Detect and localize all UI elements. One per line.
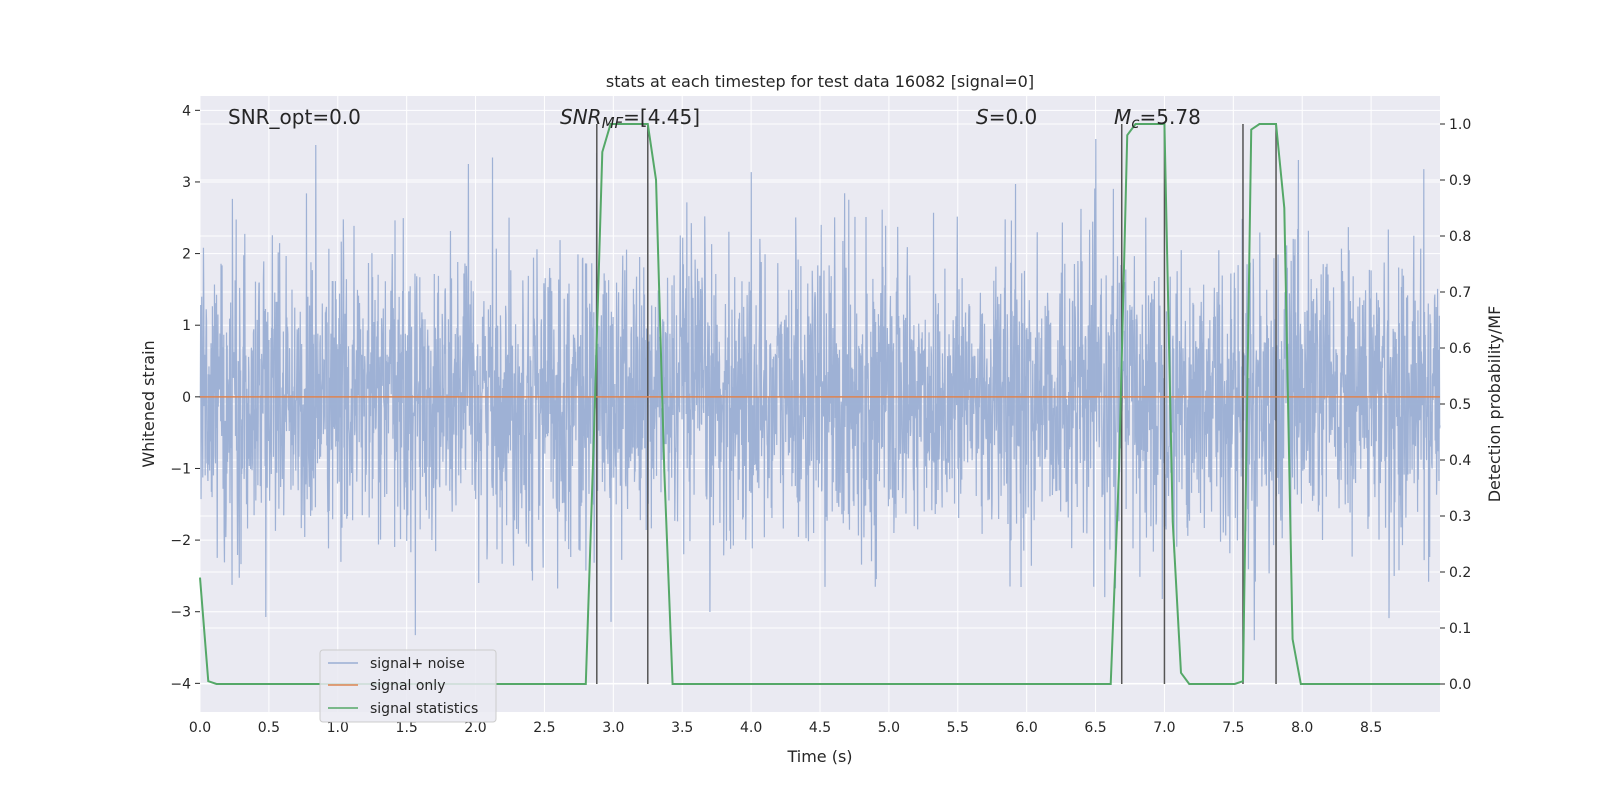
y-tick-label-right: 1.0 [1449,117,1471,133]
annotation-s: S=0.0 [976,105,1037,129]
series-lines [199,123,1440,685]
y-axis-label-right: Detection probability/MF [1485,306,1504,503]
legend-label-signal-only: signal only [370,678,445,694]
annotation-snr-mf-main: SNR [560,105,602,129]
annotation-mc-sub: c [1131,114,1140,132]
x-tick-label: 6.0 [1016,720,1038,736]
y-axis-label-left: Whitened strain [139,340,158,467]
x-tick-label: 1.0 [327,720,349,736]
signal-statistics-line [199,123,1440,685]
x-tick-label: 3.0 [602,720,624,736]
y-tick-label-left: −1 [170,461,191,477]
annotation-snr-mf: SNRMF=[4.45] [560,105,700,132]
x-tick-label: 2.0 [464,720,486,736]
y-tick-label-right: 0.8 [1449,229,1471,245]
y-tick-label-left: 1 [182,318,191,334]
y-tick-label-left: −4 [170,676,191,692]
y-tick-label-right: 0.3 [1449,509,1471,525]
y-tick-label-right: 0.0 [1449,677,1471,693]
annotation-mc-main: M [1114,105,1131,129]
y-tick-label-left: 0 [182,390,191,406]
chart-title: stats at each timestep for test data 160… [606,72,1034,91]
annotation-mc-value: =5.78 [1140,105,1201,129]
x-axis-label: Time (s) [786,747,852,766]
annotation-snr-mf-value: =[4.45] [623,105,700,129]
legend-label-signal-noise: signal+ noise [370,656,465,672]
y-tick-label-left: 2 [182,247,191,263]
x-tick-label: 7.0 [1153,720,1175,736]
vertical-markers [596,124,1277,684]
x-tick-label: 4.5 [809,720,831,736]
x-tick-label: 4.0 [740,720,762,736]
x-tick-label: 8.5 [1360,720,1382,736]
annotation-snr-opt: SNR_opt=0.0 [228,105,361,129]
y-tick-label-right: 0.1 [1449,621,1471,637]
x-tick-label: 5.0 [878,720,900,736]
legend-label-signal-statistics: signal statistics [370,701,478,717]
x-tick-label: 1.5 [396,720,418,736]
y-tick-label-right: 0.9 [1449,173,1471,189]
x-tick-label: 2.5 [533,720,555,736]
series-signal-noise [199,138,1441,641]
x-tick-label: 7.5 [1222,720,1244,736]
y-tick-label-right: 0.2 [1449,565,1471,581]
legend: signal+ noise signal only signal statist… [319,649,497,723]
x-tick-label: 3.5 [671,720,693,736]
ticks: 0.0 0.5 1.0 1.5 2.0 2.5 3.0 3.5 4.0 4.5 5.0 5.5 6.0 6… [170,103,1471,736]
annotation-s-main: S [976,105,989,129]
y-tick-label-right: 0.4 [1449,453,1471,469]
legend-box [319,649,497,723]
y-tick-label-right: 0.6 [1449,341,1471,357]
x-tick-label: 8.0 [1291,720,1313,736]
x-tick-label: 0.0 [189,720,211,736]
x-tick-label: 0.5 [258,720,280,736]
x-tick-label: 6.5 [1084,720,1106,736]
y-tick-label-left: −3 [170,605,191,621]
y-tick-label-right: 0.5 [1449,397,1471,413]
annotation-s-value: =0.0 [989,105,1038,129]
x-tick-label: 5.5 [947,720,969,736]
y-tick-label-left: −2 [170,533,191,549]
annotation-snr-mf-sub: MF [602,114,624,132]
y-tick-label-left: 4 [182,103,191,119]
y-tick-label-right: 0.7 [1449,285,1471,301]
signal-noise-line [199,138,1441,641]
annotation-mc: Mc=5.78 [1114,105,1201,132]
y-tick-label-left: 3 [182,175,191,191]
